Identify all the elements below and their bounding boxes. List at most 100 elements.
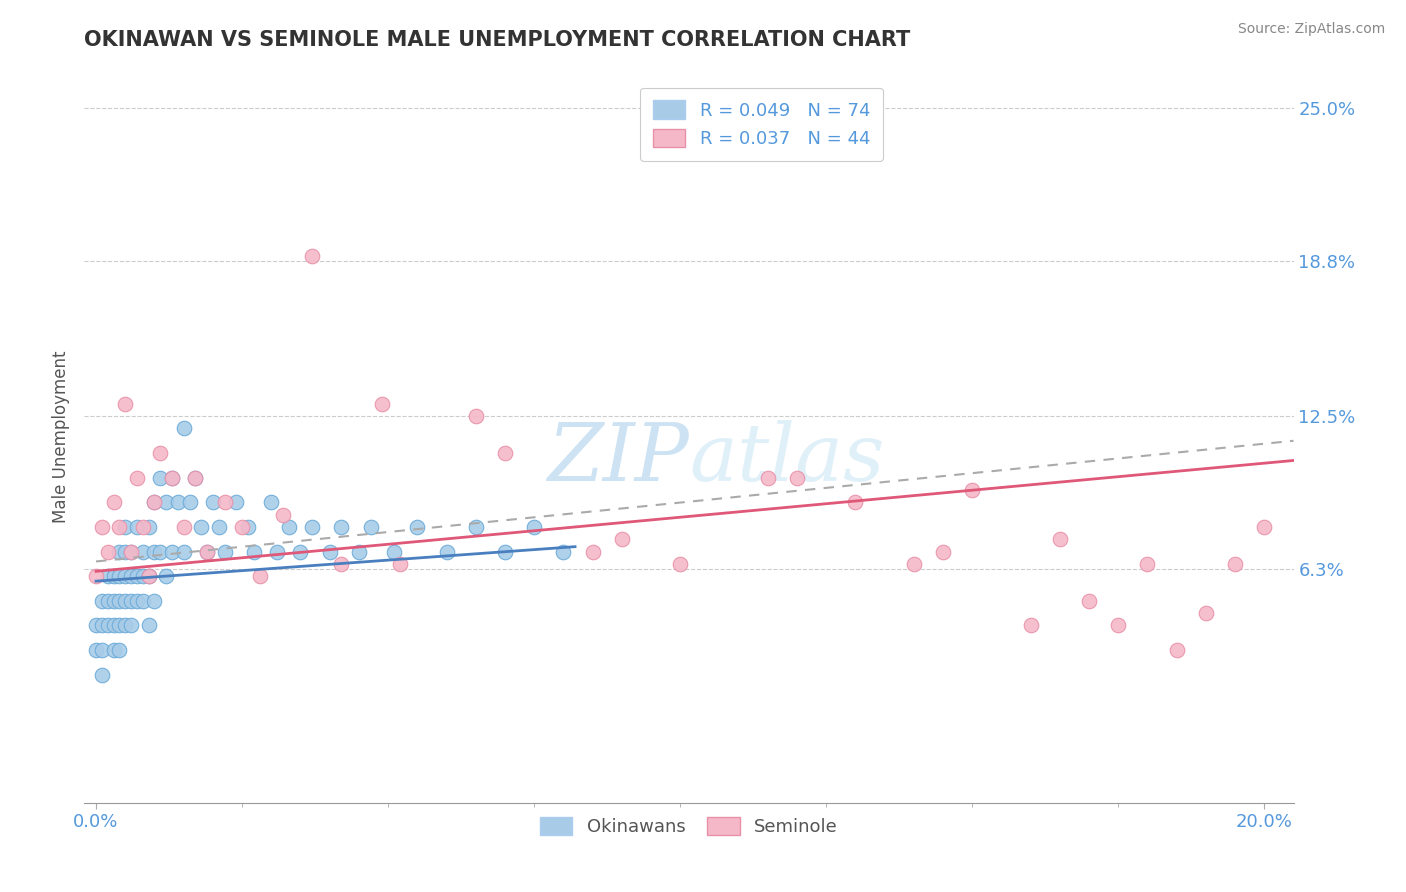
Point [138,569,160,583]
Point [1136,557,1159,571]
Point [195,544,218,558]
Text: OKINAWAN VS SEMINOLE MALE UNEMPLOYMENT CORRELATION CHART: OKINAWAN VS SEMINOLE MALE UNEMPLOYMENT C… [84,30,911,50]
Point [90,520,112,534]
Point [360,520,382,534]
Point [960,483,983,497]
Point [179,495,201,509]
Text: ZIP: ZIP [547,420,689,498]
Point [138,520,160,534]
Point [132,594,155,608]
Point [1049,533,1071,547]
Point [160,471,183,485]
Point [173,421,195,435]
Point [103,569,125,583]
Point [114,618,136,632]
Point [214,495,236,509]
Point [290,544,312,558]
Point [201,495,224,509]
Point [160,471,183,485]
Point [214,544,236,558]
Point [90,667,112,681]
Point [84,618,107,632]
Point [903,557,925,571]
Point [1019,618,1042,632]
Point [114,569,136,583]
Point [271,508,294,522]
Point [97,569,120,583]
Point [330,557,353,571]
Point [132,544,155,558]
Point [184,471,207,485]
Point [120,618,142,632]
Point [108,594,131,608]
Point [108,520,131,534]
Point [236,520,259,534]
Point [553,544,575,558]
Point [143,495,166,509]
Point [786,471,808,485]
Point [132,569,155,583]
Point [103,594,125,608]
Point [103,618,125,632]
Point [90,643,112,657]
Point [143,594,166,608]
Point [108,544,131,558]
Point [138,569,160,583]
Point [97,594,120,608]
Point [90,618,112,632]
Point [208,520,231,534]
Point [844,495,866,509]
Point [108,618,131,632]
Point [388,557,411,571]
Point [301,520,323,534]
Point [231,520,253,534]
Point [97,618,120,632]
Legend: Okinawans, Seminole: Okinawans, Seminole [531,807,846,845]
Point [149,446,172,460]
Point [494,544,516,558]
Point [301,249,323,263]
Point [249,569,271,583]
Point [190,520,212,534]
Point [114,544,136,558]
Point [143,495,166,509]
Text: Source: ZipAtlas.com: Source: ZipAtlas.com [1237,22,1385,37]
Point [266,544,288,558]
Point [114,594,136,608]
Point [155,495,177,509]
Point [184,471,207,485]
Point [173,544,195,558]
Point [318,544,340,558]
Point [610,533,633,547]
Point [1107,618,1129,632]
Point [120,569,142,583]
Point [155,569,177,583]
Point [1223,557,1246,571]
Point [114,520,136,534]
Point [1195,606,1218,620]
Point [242,544,264,558]
Point [84,643,107,657]
Point [120,544,142,558]
Point [347,544,370,558]
Text: atlas: atlas [689,420,884,498]
Point [1078,594,1101,608]
Point [160,544,183,558]
Point [464,520,486,534]
Point [120,544,142,558]
Point [669,557,692,571]
Point [330,520,353,534]
Point [1166,643,1188,657]
Point [382,544,405,558]
Point [103,495,125,509]
Point [125,569,148,583]
Point [114,397,136,411]
Point [84,569,107,583]
Point [494,446,516,460]
Point [90,594,112,608]
Point [103,643,125,657]
Point [464,409,486,424]
Point [132,520,155,534]
Point [932,544,955,558]
Point [97,544,120,558]
